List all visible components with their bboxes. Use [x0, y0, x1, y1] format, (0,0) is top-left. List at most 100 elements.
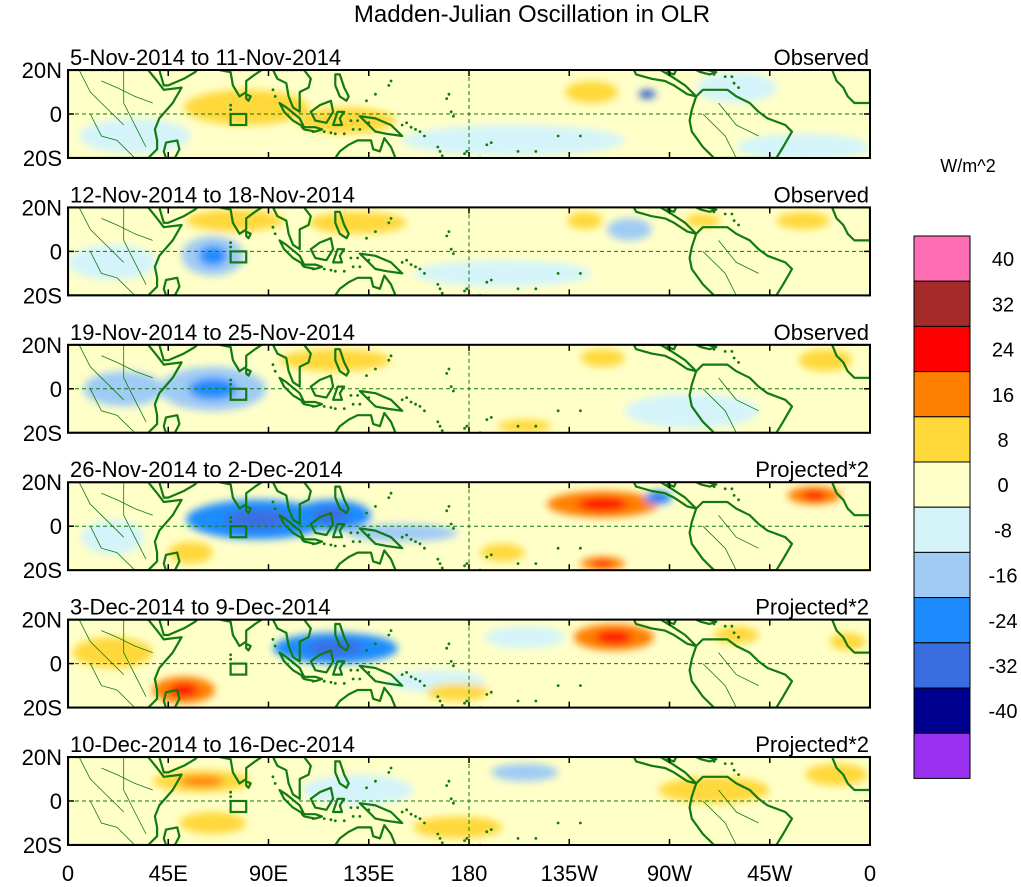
island [329, 268, 333, 272]
island [229, 383, 233, 386]
x-tick-label: 0 [62, 861, 74, 886]
island [465, 150, 469, 153]
island [405, 533, 409, 537]
x-tick-label: 135E [343, 861, 394, 886]
coastline [695, 482, 718, 488]
island [712, 485, 716, 488]
island [358, 540, 362, 543]
y-tick-label: 20S [23, 833, 62, 858]
island [358, 815, 362, 818]
island [440, 704, 444, 707]
y-tick-label: 20S [23, 283, 62, 308]
olr-anomaly-contour [484, 626, 565, 649]
island [712, 760, 716, 763]
olr-anomaly-contour [79, 118, 191, 154]
island [349, 394, 353, 397]
coastline [162, 414, 181, 433]
island [445, 509, 449, 513]
island [732, 356, 736, 360]
x-tick-label: 90W [647, 861, 692, 886]
coastline [245, 780, 252, 789]
island [447, 92, 451, 96]
island [311, 267, 315, 271]
island [333, 132, 337, 136]
island [311, 679, 315, 683]
border [101, 355, 153, 379]
island [273, 232, 277, 236]
island [333, 269, 337, 273]
coastline [695, 70, 718, 76]
island [436, 283, 440, 286]
island [440, 841, 444, 845]
olr-anomaly-contour [186, 209, 285, 232]
island [367, 396, 371, 399]
island [578, 134, 582, 138]
island [485, 830, 489, 834]
island [273, 644, 277, 648]
olr-anomaly-contour [776, 211, 830, 230]
border [718, 377, 759, 412]
coastline [300, 263, 324, 271]
coastline [688, 363, 794, 433]
island [400, 123, 404, 127]
border [718, 514, 759, 549]
island [737, 773, 740, 776]
island [367, 121, 371, 125]
panel-date-range: 19-Nov-2014 to 25-Nov-2014 [70, 320, 355, 345]
coastline [162, 688, 181, 708]
island [367, 671, 371, 674]
island [351, 265, 355, 269]
island [534, 424, 538, 428]
island [436, 420, 440, 424]
coastline [358, 115, 404, 138]
olr-anomaly-core [643, 92, 652, 97]
island [534, 562, 538, 565]
island [732, 494, 736, 497]
olr-anomaly-contour [714, 626, 759, 644]
coastline [245, 93, 252, 102]
island [516, 150, 520, 153]
coastline [632, 757, 698, 785]
coastline [334, 622, 350, 652]
y-tick-label: 0 [50, 652, 62, 677]
island [329, 131, 333, 135]
island [365, 649, 368, 652]
island [440, 566, 444, 570]
olr-anomaly-contour [798, 349, 853, 372]
island [440, 154, 444, 158]
island [374, 779, 377, 783]
coastline [309, 99, 335, 124]
island [409, 125, 413, 129]
borders [78, 619, 759, 708]
island [374, 367, 377, 371]
island [449, 385, 453, 388]
island [387, 633, 391, 637]
island [730, 762, 734, 765]
border [718, 102, 759, 137]
island [414, 677, 417, 681]
island [436, 145, 440, 149]
olr-anomaly-contour [480, 543, 525, 562]
border [78, 70, 124, 126]
island [438, 424, 442, 428]
island [351, 815, 355, 818]
coastline [334, 824, 397, 845]
island [389, 766, 393, 770]
island [516, 562, 520, 565]
island [445, 97, 449, 100]
island [400, 810, 404, 814]
coastline [218, 757, 263, 785]
island [438, 699, 442, 703]
island [737, 498, 740, 502]
island [351, 402, 355, 406]
panel-date-range: 3-Dec-2014 to 9-Dec-2014 [70, 595, 330, 620]
olr-anomaly-contour [308, 211, 407, 234]
island [351, 127, 355, 131]
olr-anomaly-contour [346, 524, 458, 542]
island [387, 221, 391, 225]
panel-type-label: Observed [774, 320, 869, 345]
colorbar-tick-label: -8 [994, 520, 1012, 542]
island [311, 130, 315, 134]
coastline [300, 400, 324, 408]
panels: 20N 0 20S 5-Nov-2014 to 11-Nov-2014 Observed… [22, 45, 871, 858]
